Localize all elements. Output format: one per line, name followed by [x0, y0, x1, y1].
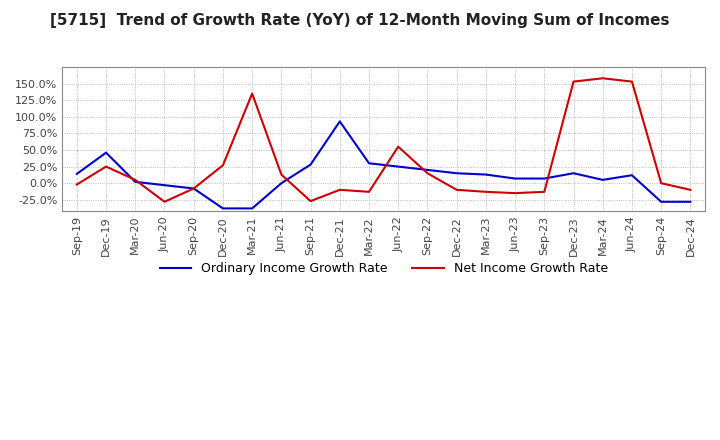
Net Income Growth Rate: [598, 76, 607, 81]
Net Income Growth Rate: [452, 187, 461, 192]
Net Income Growth Rate: [423, 171, 432, 176]
Net Income Growth Rate: [394, 144, 402, 149]
Ordinary Income Growth Rate: [248, 206, 256, 211]
Ordinary Income Growth Rate: [131, 179, 140, 184]
Net Income Growth Rate: [570, 79, 578, 84]
Ordinary Income Growth Rate: [540, 176, 549, 181]
Net Income Growth Rate: [540, 189, 549, 194]
Ordinary Income Growth Rate: [510, 176, 519, 181]
Net Income Growth Rate: [628, 79, 636, 84]
Net Income Growth Rate: [189, 186, 198, 191]
Ordinary Income Growth Rate: [598, 177, 607, 183]
Net Income Growth Rate: [73, 182, 81, 187]
Ordinary Income Growth Rate: [628, 172, 636, 178]
Net Income Growth Rate: [277, 172, 286, 177]
Net Income Growth Rate: [160, 199, 168, 205]
Line: Ordinary Income Growth Rate: Ordinary Income Growth Rate: [77, 121, 690, 209]
Net Income Growth Rate: [248, 91, 256, 96]
Ordinary Income Growth Rate: [686, 199, 695, 205]
Ordinary Income Growth Rate: [452, 171, 461, 176]
Net Income Growth Rate: [482, 189, 490, 194]
Net Income Growth Rate: [336, 187, 344, 192]
Ordinary Income Growth Rate: [365, 161, 374, 166]
Net Income Growth Rate: [365, 189, 374, 194]
Line: Net Income Growth Rate: Net Income Growth Rate: [77, 78, 690, 202]
Ordinary Income Growth Rate: [423, 167, 432, 172]
Net Income Growth Rate: [131, 177, 140, 183]
Ordinary Income Growth Rate: [482, 172, 490, 177]
Ordinary Income Growth Rate: [657, 199, 665, 205]
Ordinary Income Growth Rate: [102, 150, 110, 155]
Net Income Growth Rate: [657, 180, 665, 186]
Net Income Growth Rate: [219, 163, 228, 168]
Ordinary Income Growth Rate: [336, 119, 344, 124]
Ordinary Income Growth Rate: [219, 206, 228, 211]
Net Income Growth Rate: [306, 198, 315, 204]
Ordinary Income Growth Rate: [277, 180, 286, 186]
Net Income Growth Rate: [102, 164, 110, 169]
Ordinary Income Growth Rate: [160, 183, 168, 188]
Ordinary Income Growth Rate: [73, 171, 81, 176]
Ordinary Income Growth Rate: [189, 186, 198, 191]
Ordinary Income Growth Rate: [570, 171, 578, 176]
Ordinary Income Growth Rate: [306, 162, 315, 167]
Legend: Ordinary Income Growth Rate, Net Income Growth Rate: Ordinary Income Growth Rate, Net Income …: [155, 257, 613, 280]
Ordinary Income Growth Rate: [394, 164, 402, 169]
Net Income Growth Rate: [686, 187, 695, 192]
Text: [5715]  Trend of Growth Rate (YoY) of 12-Month Moving Sum of Incomes: [5715] Trend of Growth Rate (YoY) of 12-…: [50, 13, 670, 28]
Net Income Growth Rate: [510, 191, 519, 196]
